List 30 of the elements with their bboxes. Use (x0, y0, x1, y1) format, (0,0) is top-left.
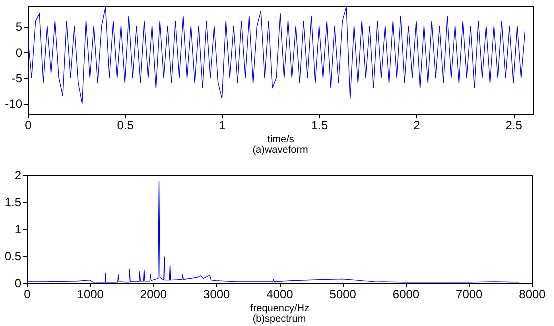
y-tick-label: -5 (12, 72, 23, 86)
line-series (27, 181, 520, 283)
line-series (28, 6, 526, 104)
y-tick-label: 0 (14, 276, 22, 290)
y-tick-label: 5 (16, 20, 23, 34)
x-tick-label: 0.5 (117, 118, 134, 132)
y-tick-label: 0 (16, 46, 23, 60)
x-tick-label: 2000 (140, 288, 168, 302)
text: (a)waveform (252, 145, 308, 156)
y-tick-label: 2 (14, 168, 22, 182)
x-tick-label: 1000 (77, 288, 104, 302)
x-tick-label: 4000 (266, 288, 294, 302)
y-tick-label: 1 (14, 222, 22, 236)
x-tick-label: 0 (25, 118, 32, 132)
x-tick-label: 5000 (330, 288, 357, 302)
text: (b)spectrum (252, 314, 306, 325)
y-tick-label: 0.5 (4, 250, 22, 264)
x-tick-label: 3000 (204, 288, 231, 302)
x-tick-label: 7000 (456, 288, 484, 302)
y-tick-label: -10 (5, 97, 23, 112)
x-tick-label: 2.5 (506, 118, 523, 132)
x-tick-label: 2 (414, 118, 421, 132)
x-axis-title: frequency/Hz (250, 304, 310, 314)
x-tick-label: 6000 (392, 288, 420, 302)
x-axis-title: time/s (268, 134, 294, 146)
y-tick-label: 1.5 (4, 196, 22, 210)
x-tick-label: 0 (24, 288, 32, 302)
x-tick-label: 8000 (519, 288, 546, 302)
x-tick-label: 1 (219, 118, 226, 132)
x-tick-label: 1.5 (312, 118, 329, 132)
